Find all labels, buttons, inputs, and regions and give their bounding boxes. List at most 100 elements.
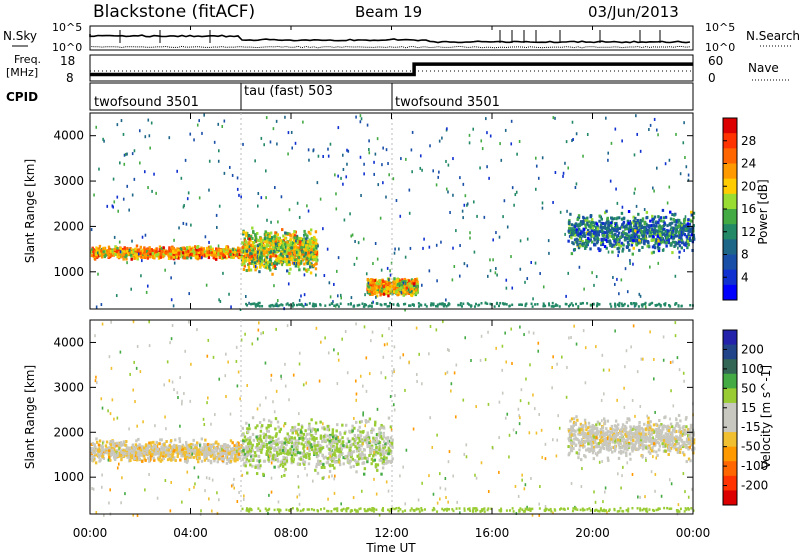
data-cell (268, 258, 272, 262)
data-cell (269, 250, 273, 254)
data-cell (685, 165, 688, 169)
data-cell (248, 248, 251, 252)
data-cell (286, 240, 289, 244)
data-cell (624, 232, 627, 236)
data-cell (129, 247, 132, 251)
data-cell (116, 443, 120, 447)
data-cell (126, 184, 129, 188)
data-cell (345, 175, 348, 179)
data-cell (436, 303, 439, 306)
data-cell (94, 250, 97, 254)
data-cell (577, 214, 581, 218)
data-cell (205, 456, 208, 460)
data-cell (312, 243, 315, 247)
data-cell (293, 261, 296, 265)
colorbar-cell (723, 284, 737, 301)
data-cell (609, 239, 611, 243)
power-scatter (90, 113, 696, 312)
data-cell (252, 231, 255, 235)
data-cell (279, 245, 283, 249)
data-cell (232, 256, 235, 260)
data-cell (657, 215, 660, 219)
data-cell (585, 244, 588, 248)
data-cell (653, 246, 657, 250)
colorbar-label: 12 (741, 225, 756, 239)
data-cell (639, 149, 642, 153)
data-cell (251, 237, 254, 241)
data-cell (174, 255, 177, 259)
data-cell (388, 285, 392, 289)
data-cell (273, 254, 276, 258)
data-cell (319, 303, 322, 307)
data-cell (632, 246, 635, 250)
data-cell (414, 282, 418, 286)
data-cell (180, 247, 183, 251)
data-cell (589, 303, 592, 307)
data-cell (575, 228, 579, 232)
data-cell (235, 253, 238, 257)
data-cell (288, 263, 291, 267)
data-cell (290, 258, 294, 262)
data-cell (209, 448, 213, 452)
data-cell (687, 243, 691, 247)
data-cell (474, 302, 477, 306)
data-cell (277, 236, 281, 240)
data-cell (191, 249, 195, 253)
data-cell (656, 303, 659, 307)
data-cell (571, 241, 574, 245)
data-cell (663, 227, 666, 231)
data-cell (275, 302, 278, 305)
data-cell (265, 258, 268, 262)
data-cell (648, 128, 650, 132)
data-cell (145, 249, 149, 253)
data-cell (503, 199, 506, 203)
data-cell (510, 119, 513, 123)
noise-right-label: N.Search (746, 29, 800, 43)
data-cell (518, 303, 521, 306)
data-cell (659, 216, 663, 220)
data-cell (296, 250, 299, 254)
data-cell (260, 251, 263, 255)
data-cell (302, 252, 305, 256)
data-cell (287, 282, 290, 286)
data-cell (604, 224, 607, 228)
data-cell (109, 249, 112, 253)
y-tick-label: 3000 (53, 174, 84, 188)
data-cell (347, 303, 350, 306)
data-cell (598, 303, 601, 306)
data-cell (499, 301, 502, 305)
data-cell (629, 220, 631, 224)
data-cell (228, 255, 231, 259)
data-cell (681, 241, 685, 245)
data-cell (283, 245, 286, 249)
data-cell (381, 287, 384, 291)
data-cell (143, 249, 147, 253)
data-cell (275, 262, 278, 266)
data-cell (476, 214, 478, 218)
data-cell (683, 221, 686, 225)
colorbar-cell (723, 148, 737, 164)
data-cell (137, 444, 140, 448)
data-cell (203, 113, 205, 117)
data-cell (294, 247, 298, 251)
data-cell (447, 303, 450, 307)
data-cell (265, 256, 269, 260)
data-cell (205, 443, 209, 447)
data-cell (282, 238, 286, 242)
data-cell (272, 127, 275, 131)
data-cell (684, 243, 687, 247)
data-cell (616, 277, 618, 281)
data-cell (346, 162, 348, 166)
data-cell (537, 176, 540, 180)
data-cell (268, 304, 271, 308)
data-cell (421, 283, 423, 287)
data-cell (313, 253, 316, 257)
data-cell (634, 302, 637, 305)
data-cell (515, 190, 518, 194)
data-cell (525, 302, 528, 305)
data-cell (581, 242, 584, 246)
data-cell (303, 248, 306, 252)
data-cell (134, 247, 137, 251)
data-cell (142, 254, 145, 258)
data-cell (256, 231, 259, 235)
